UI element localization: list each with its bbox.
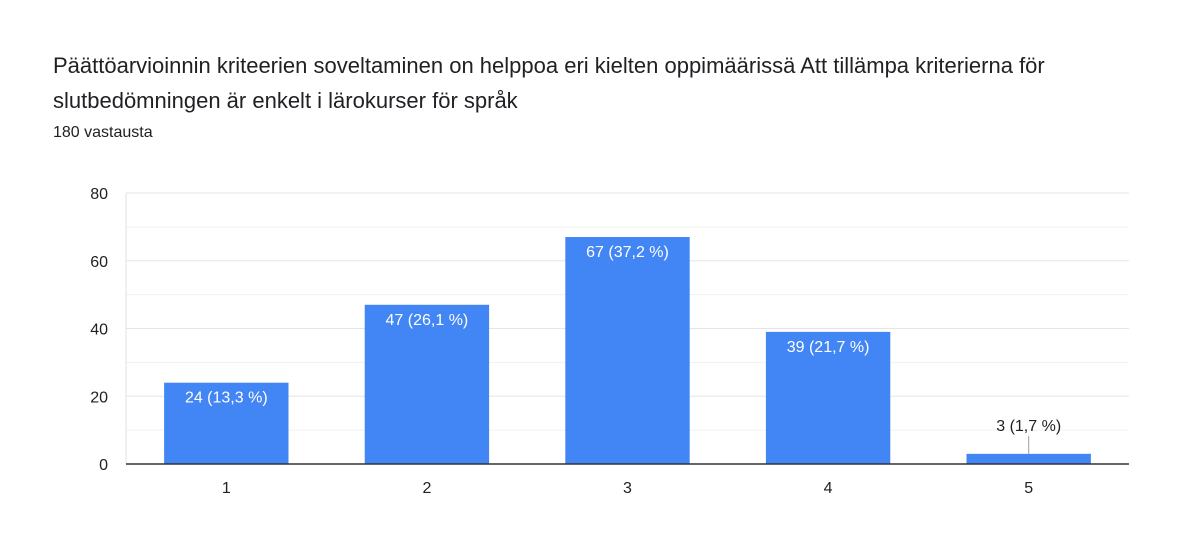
x-tick-label: 5 bbox=[1024, 480, 1033, 497]
data-label: 3 (1,7 %) bbox=[996, 418, 1061, 435]
y-tick-label: 0 bbox=[99, 457, 108, 474]
bar bbox=[164, 382, 289, 464]
axes: 0 20 40 60 80 1 2 3 4 5 bbox=[90, 186, 1129, 497]
x-tick-label: 1 bbox=[222, 480, 231, 497]
y-tick-label: 60 bbox=[90, 254, 108, 271]
y-tick-label: 40 bbox=[90, 322, 108, 339]
data-label: 47 (26,1 %) bbox=[386, 312, 469, 329]
x-tick-label: 4 bbox=[824, 480, 833, 497]
bar bbox=[364, 304, 490, 464]
data-labels: 24 (13,3 %) 47 (26,1 %) 67 (37,2 %) 39 (21,… bbox=[185, 244, 1061, 454]
bar bbox=[966, 453, 1091, 464]
data-label: 67 (37,2 %) bbox=[586, 244, 669, 261]
response-count: 180 vastausta bbox=[53, 124, 153, 141]
x-tick-label: 2 bbox=[422, 480, 431, 497]
y-tick-label: 80 bbox=[90, 186, 108, 203]
data-label: 39 (21,7 %) bbox=[787, 339, 870, 356]
bar bbox=[765, 331, 891, 464]
data-label: 24 (13,3 %) bbox=[185, 390, 268, 407]
chart-title: Päättöarvioinnin kriteerien soveltaminen… bbox=[53, 53, 1045, 113]
y-tick-label: 20 bbox=[90, 389, 108, 406]
x-tick-label: 3 bbox=[623, 480, 632, 497]
bar bbox=[565, 237, 690, 464]
bars bbox=[164, 237, 1091, 464]
